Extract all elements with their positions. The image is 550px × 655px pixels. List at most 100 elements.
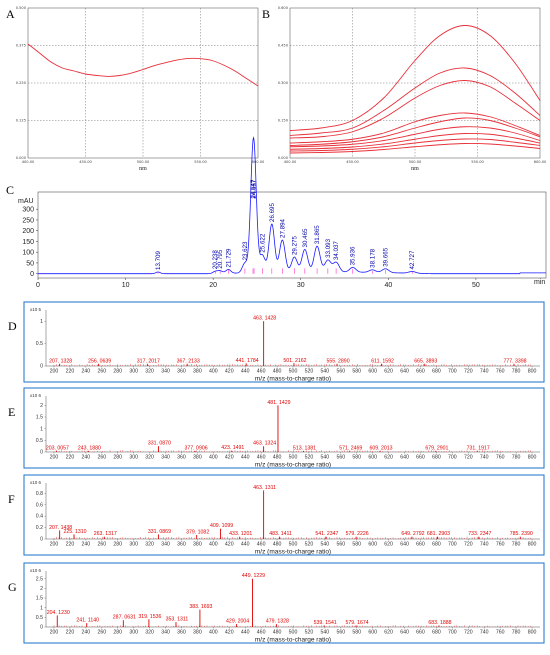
- ms-peak-label: 409. 1099: [210, 523, 233, 529]
- x-ticks-c: 0 10 20 30 40 50: [36, 278, 480, 289]
- intensity-scale: x10 6: [30, 480, 42, 485]
- ms-peak-label: 681. 2903: [427, 531, 450, 537]
- y-ticks-c: 0 50 100 150 200 250 300: [22, 207, 38, 278]
- y-tick-label: 0.250: [16, 81, 27, 85]
- x-tick-label: 260: [97, 630, 106, 636]
- y-tick-label: 2.5: [36, 576, 43, 582]
- x-tick-label: 440: [241, 542, 250, 548]
- x-ticks-a: 400.00 450.00 500.00 550.00 600.00: [22, 160, 265, 164]
- x-axis-label: m/z (mass-to-charge ratio): [255, 637, 331, 644]
- x-axis-label-c: min: [534, 279, 545, 286]
- y-tick-label: 1: [40, 605, 43, 611]
- peak-label: 24.667: [251, 179, 258, 198]
- x-tick-label: 580: [352, 542, 361, 548]
- peak-label: 13.709: [155, 250, 162, 269]
- ms-peak-label: 287. 0631: [113, 615, 136, 621]
- x-tick-label: 320: [145, 630, 154, 636]
- y-tick-label: 0.5: [36, 341, 43, 347]
- ms-peak-label: 367. 2133: [177, 358, 200, 364]
- peak-label: 21.729: [225, 248, 232, 267]
- x-tick-label: 220: [66, 630, 75, 636]
- x-tick-label: 700: [448, 455, 457, 461]
- x-tick-label: 550.00: [194, 160, 207, 164]
- spectrum-line-8: [289, 138, 541, 152]
- x-tick-label: 480: [273, 455, 282, 461]
- x-tick-label: 400: [209, 542, 218, 548]
- x-tick-label: 440: [241, 630, 250, 636]
- x-tick-label: 200: [50, 455, 59, 461]
- y-tick-label: 0: [40, 537, 43, 543]
- x-tick-label: 500.00: [137, 160, 150, 164]
- x-tick-label: 320: [145, 455, 154, 461]
- x-tick-label: 540: [321, 369, 330, 375]
- ms-peak-label: 377. 0906: [185, 445, 208, 451]
- x-tick-label: 300: [129, 630, 138, 636]
- panel-label: E: [8, 405, 15, 419]
- ms-peak-label: 483. 1411: [269, 531, 292, 537]
- x-tick-label: 700: [448, 630, 457, 636]
- peak-label: 35.936: [350, 246, 357, 265]
- x-tick-label: 640: [400, 369, 409, 375]
- x-tick-label: 440: [241, 369, 250, 375]
- x-tick-label: 300: [129, 455, 138, 461]
- x-axis-label: m/z (mass-to-charge ratio): [255, 462, 331, 469]
- ms-peak-label: 555. 2890: [327, 358, 350, 364]
- y-tick-label: 0.125: [16, 119, 26, 123]
- spectrum-line-4: [289, 112, 541, 144]
- y-tick-label: 0.300: [278, 81, 289, 85]
- peak-label: 27.894: [279, 218, 286, 237]
- x-tick-label: 800: [528, 542, 537, 548]
- ms-peak-label: 463. 1311: [253, 485, 276, 491]
- y-tick-label: 0: [40, 364, 43, 370]
- y-ticks-b: 0.000 0.150 0.300 0.450 0.600: [278, 6, 289, 160]
- ms-peak-label: 433. 1201: [229, 531, 252, 537]
- ms-peak-label: 331. 0870: [148, 441, 171, 447]
- x-tick-label: 450.00: [79, 160, 92, 164]
- x-tick-label: 520: [305, 542, 314, 548]
- y-tick-label: 250: [22, 217, 34, 224]
- x-tick-label: 640: [400, 455, 409, 461]
- x-tick-label: 240: [82, 455, 91, 461]
- x-tick-label: 320: [145, 542, 154, 548]
- x-tick-label: 680: [432, 630, 441, 636]
- x-tick-label: 560: [336, 455, 345, 461]
- peak-label: 30.465: [302, 228, 309, 247]
- peak-label: 31.865: [314, 225, 321, 244]
- x-tick-label: 460: [257, 369, 266, 375]
- peak-label: 38.178: [369, 248, 376, 267]
- x-tick-label: 560: [336, 542, 345, 548]
- chromatogram-trace-c: [38, 136, 546, 275]
- x-tick-label: 400: [209, 455, 218, 461]
- peak-label: 34.037: [333, 241, 340, 260]
- spectrum-frame: [23, 387, 545, 469]
- ms-peak-label: 513. 1381: [293, 445, 316, 451]
- x-tick-label: 780: [512, 630, 521, 636]
- ms-peak-label: 256. 0639: [88, 358, 111, 364]
- x-tick-label: 220: [66, 455, 75, 461]
- ms-peak-label: 649. 2792: [401, 531, 424, 537]
- y-tick-label: 2: [40, 403, 43, 409]
- x-tick-label: 380: [193, 369, 202, 375]
- x-tick-label: 640: [400, 630, 409, 636]
- ms-peak-label: 731. 1917: [467, 445, 490, 451]
- y-tick-label: 0.5: [36, 438, 43, 444]
- ms-peak-label: 441. 1784: [236, 358, 259, 364]
- x-tick-label: 340: [161, 455, 170, 461]
- x-tick-label: 280: [113, 542, 122, 548]
- x-tick-label: 500: [289, 630, 298, 636]
- y-tick-label: 0.2: [36, 525, 43, 531]
- x-tick-label: 260: [97, 542, 106, 548]
- peak-label: 39.665: [382, 247, 389, 266]
- x-tick-label: 540: [321, 455, 330, 461]
- x-tick-label: 200: [50, 542, 59, 548]
- x-tick-label: 280: [113, 455, 122, 461]
- panel-label-a: A: [6, 7, 15, 21]
- peak-label: 26.695: [269, 202, 276, 221]
- y-axis-label-c: mAU: [18, 198, 34, 205]
- x-tick-label: 600.00: [534, 160, 547, 164]
